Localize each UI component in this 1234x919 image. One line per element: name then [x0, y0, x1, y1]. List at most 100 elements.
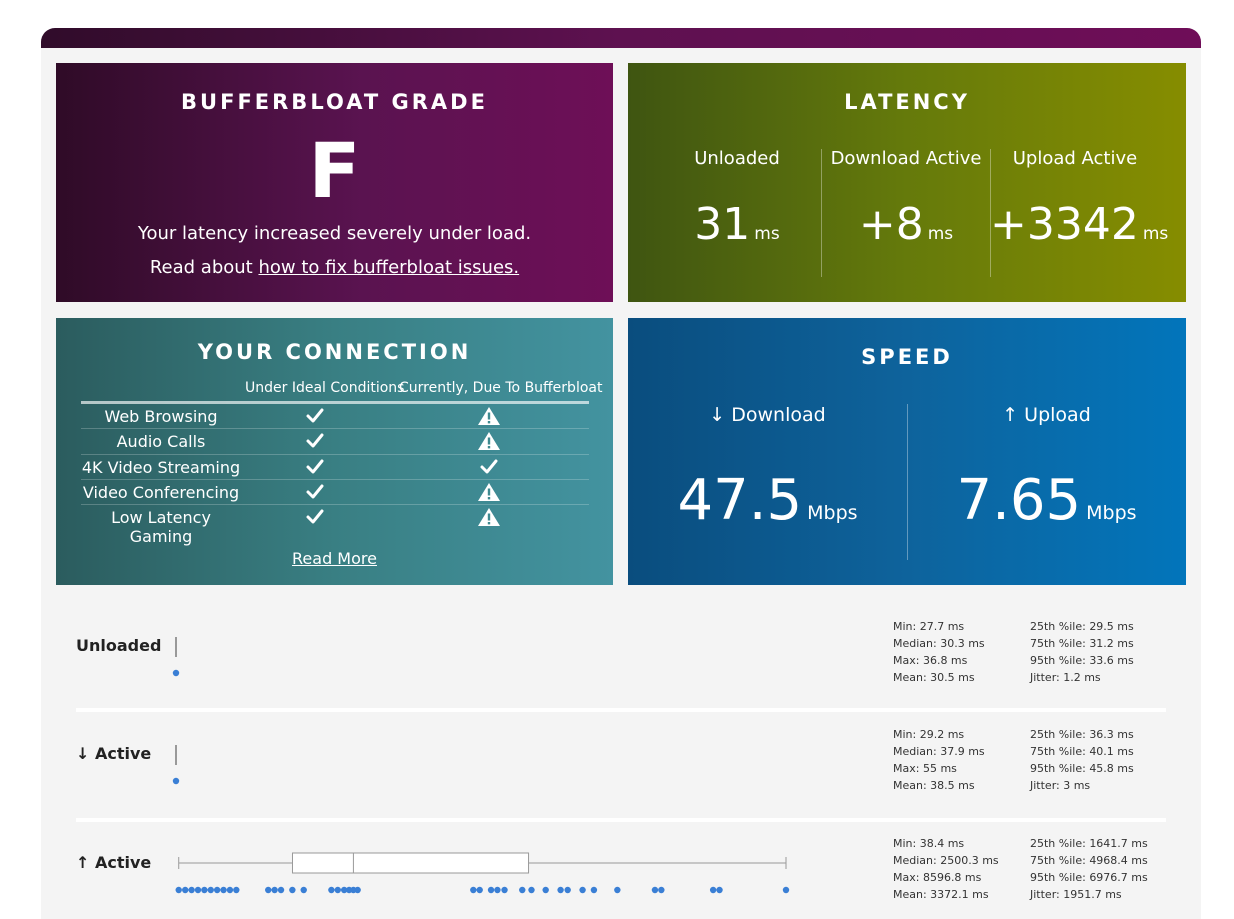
latency-title: LATENCY — [844, 90, 970, 114]
check-icon — [303, 507, 327, 527]
latency-col-value: +3342 — [990, 199, 1139, 250]
stat-line: 75th %ile: 31.2 ms — [1030, 637, 1134, 650]
data-point — [494, 886, 501, 894]
read-more-link[interactable]: Read More — [292, 549, 377, 568]
connection-table: Under Ideal Conditions Currently, Due To… — [81, 380, 602, 546]
fix-bufferbloat-link[interactable]: how to fix bufferbloat issues. — [258, 257, 520, 278]
latency-stats-left: Min: 27.7 ms Median: 30.3 ms Max: 36.8 ms M… — [893, 618, 985, 686]
stat-line: Mean: 30.5 ms — [893, 671, 975, 684]
stat-line: 95th %ile: 33.6 ms — [1030, 654, 1134, 667]
latency-row-label: ↑ Active — [76, 853, 152, 872]
stat-line: Mean: 38.5 ms — [893, 779, 975, 792]
stat-line: Median: 2500.3 ms — [893, 854, 999, 867]
connection-title: YOUR CONNECTION — [197, 340, 472, 364]
service-name: Video Conferencing — [82, 482, 240, 502]
latency-stats-right: 25th %ile: 36.3 ms 75th %ile: 40.1 ms 95th… — [1030, 726, 1134, 794]
stat-line: 25th %ile: 36.3 ms — [1030, 728, 1134, 741]
download-value: 47.5 — [677, 468, 803, 533]
data-point — [354, 886, 361, 894]
stat-line: Median: 30.3 ms — [893, 637, 985, 650]
latency-stats-left: Min: 38.4 ms Median: 2500.3 ms Max: 8596.8… — [893, 835, 999, 903]
connection-rows: Web Browsing Audio Calls 4K Video Streamin… — [81, 404, 589, 546]
data-point — [542, 886, 549, 894]
data-point — [334, 886, 341, 894]
latency-download-active: Download Active +8 ms — [821, 149, 991, 277]
stat-line: 95th %ile: 45.8 ms — [1030, 762, 1134, 775]
warning-icon — [477, 431, 501, 451]
upload-unit: Mbps — [1086, 502, 1137, 524]
grade-read-about: Read about how to fix bufferbloat issues… — [56, 257, 613, 278]
warning-icon — [477, 406, 501, 426]
speed-divider — [907, 404, 908, 560]
data-point — [487, 886, 495, 894]
box-iqr — [291, 852, 530, 874]
service-name: 4K Video Streaming — [81, 457, 241, 477]
data-point — [716, 886, 723, 894]
your-connection-card: YOUR CONNECTION Under Ideal Conditions C… — [56, 318, 613, 585]
data-point — [557, 886, 564, 894]
latency-row: ↑ Active Min: 38.4 ms Median: 2500.3 ms Max… — [76, 835, 1166, 919]
stat-line: 75th %ile: 40.1 ms — [1030, 745, 1134, 758]
data-point — [213, 886, 221, 894]
latency-col-unit: ms — [927, 224, 954, 244]
data-point — [501, 886, 508, 894]
latency-col-value: 31 — [694, 199, 751, 250]
stat-line: 25th %ile: 1641.7 ms — [1030, 837, 1148, 850]
bufferbloat-grade-card: BUFFERBLOAT GRADE F Your latency increas… — [56, 63, 613, 302]
connection-row: 4K Video Streaming — [81, 455, 589, 480]
stat-line: Max: 8596.8 ms — [893, 871, 982, 884]
speed-title: SPEED — [861, 345, 953, 369]
latency-col-unit: ms — [1142, 224, 1169, 244]
data-point — [528, 886, 535, 894]
data-point — [172, 669, 180, 677]
read-more: Read More — [56, 549, 613, 568]
connection-row: Low Latency Gaming — [81, 505, 589, 546]
data-point — [175, 886, 182, 894]
data-point — [470, 886, 477, 894]
latency-col-unit: ms — [754, 224, 780, 244]
speed-download: ↓ Download 47.5 Mbps — [628, 404, 907, 533]
read-about-prefix: Read about — [149, 257, 259, 278]
connection-row: Video Conferencing — [81, 480, 589, 506]
latency-col-value: +8 — [858, 199, 924, 250]
grade-letter: F — [308, 126, 361, 215]
latency-boxplot — [175, 852, 790, 894]
latency-col-label: Upload Active — [1012, 148, 1138, 169]
latency-stats-left: Min: 29.2 ms Median: 37.9 ms Max: 55 ms Mea… — [893, 726, 985, 794]
col-ideal-header: Under Ideal Conditions — [245, 380, 405, 396]
data-point — [709, 886, 717, 894]
stat-line: Mean: 3372.1 ms — [893, 888, 989, 901]
data-point — [188, 886, 195, 894]
data-point — [220, 886, 227, 894]
data-point — [340, 886, 348, 894]
data-point — [590, 886, 598, 894]
data-point — [207, 886, 214, 894]
warning-icon — [477, 482, 501, 502]
connection-row: Audio Calls — [81, 429, 589, 455]
data-point — [782, 886, 790, 894]
latency-unloaded: Unloaded 31 ms — [652, 149, 822, 277]
speed-card: SPEED ↓ Download 47.5 Mbps ↑ Upload 7.65 M… — [628, 318, 1186, 585]
data-point — [564, 886, 571, 894]
check-icon — [303, 482, 327, 502]
stat-line: Median: 37.9 ms — [893, 745, 985, 758]
latency-row-label: ↓ Active — [76, 744, 152, 763]
data-point — [182, 886, 189, 894]
latency-divider — [821, 149, 822, 277]
data-point — [201, 886, 208, 894]
latency-row-divider — [76, 818, 1166, 822]
connection-row: Web Browsing — [81, 404, 589, 430]
stat-line: Jitter: 1951.7 ms — [1030, 888, 1122, 901]
check-icon — [303, 406, 327, 426]
latency-divider — [990, 149, 991, 277]
stat-line: Min: 29.2 ms — [893, 728, 965, 741]
service-name: Web Browsing — [104, 407, 218, 426]
data-point — [651, 886, 659, 894]
latency-card: LATENCY Unloaded 31 ms Download Active +8… — [628, 63, 1186, 302]
data-point — [194, 886, 202, 894]
warning-icon — [477, 507, 501, 527]
latency-stats-right: 25th %ile: 1641.7 ms 75th %ile: 4968.4 ms… — [1030, 835, 1148, 903]
data-point — [172, 777, 180, 785]
stat-line: Max: 36.8 ms — [893, 654, 968, 667]
stat-line: Min: 38.4 ms — [893, 837, 965, 850]
